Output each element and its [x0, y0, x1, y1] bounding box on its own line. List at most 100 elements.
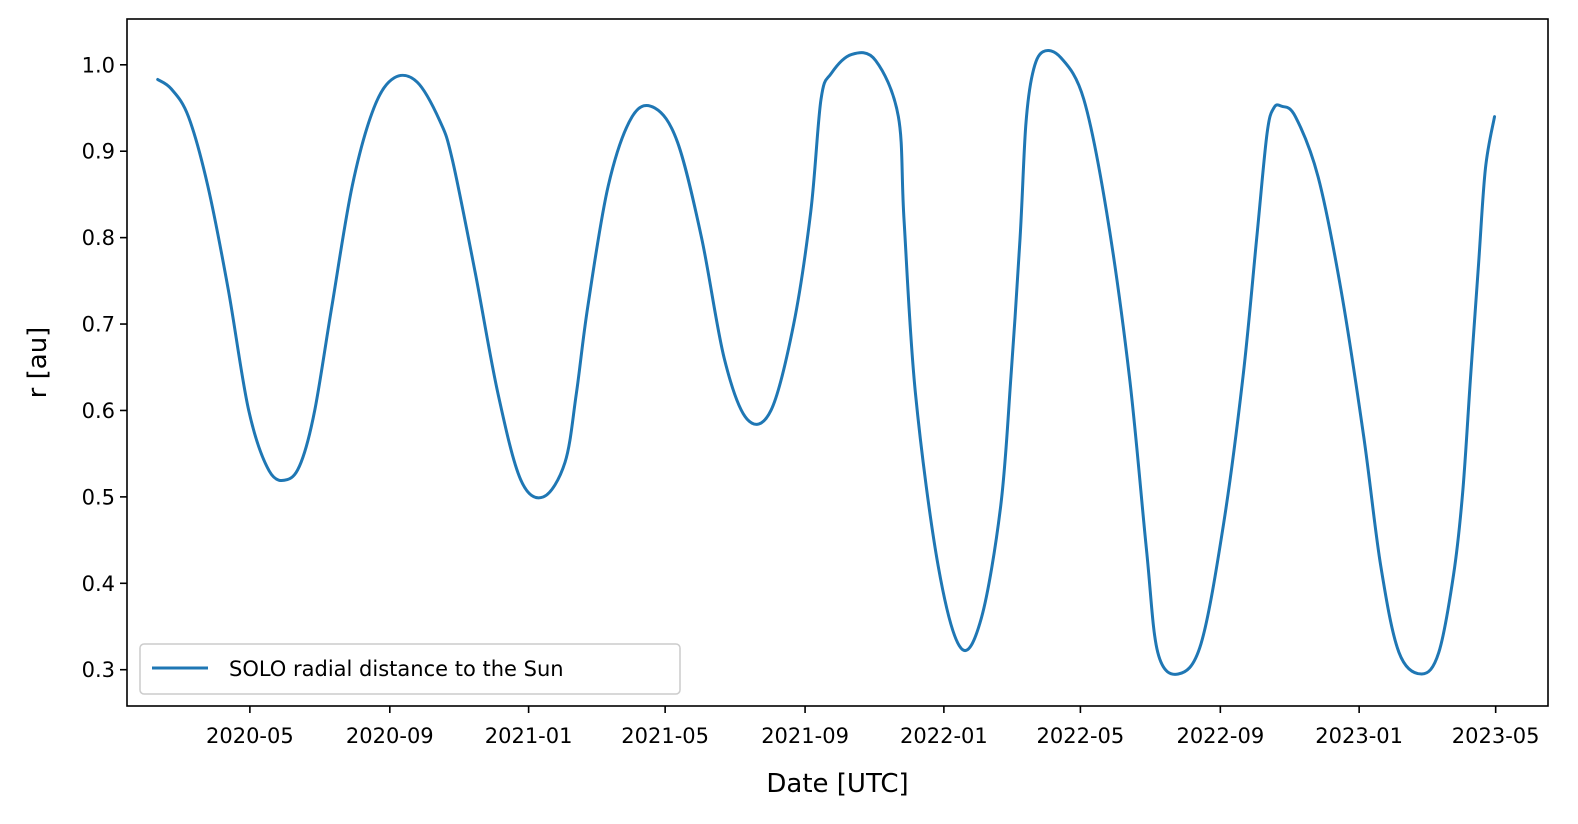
data-point — [980, 616, 983, 619]
x-tick-label: 2023-01 — [1315, 724, 1403, 748]
data-point — [1010, 374, 1013, 377]
data-point — [1199, 642, 1202, 645]
data-point — [451, 158, 454, 161]
plot-area — [126, 18, 1549, 707]
x-axis: 2020-05 2020-09 2021-01 2021-05 2021-09 2022-… — [206, 706, 1540, 748]
data-point — [700, 236, 703, 239]
data-point — [496, 392, 499, 395]
data-point — [937, 565, 940, 568]
x-tick-label: 2020-05 — [206, 724, 294, 748]
data-point — [1019, 236, 1022, 239]
data-point — [393, 76, 396, 79]
y-tick-label: 0.4 — [82, 572, 115, 596]
data-point — [1272, 107, 1275, 110]
y-axis: 0.3 0.4 0.5 0.6 0.7 0.8 0.9 1.0 — [82, 53, 127, 682]
data-point — [1222, 521, 1225, 524]
data-point — [206, 184, 209, 187]
data-point — [1041, 50, 1044, 53]
data-point — [1379, 565, 1382, 568]
data-point — [1294, 115, 1297, 118]
data-point — [1420, 673, 1423, 676]
data-point — [999, 504, 1002, 507]
y-tick-label: 0.6 — [82, 399, 115, 423]
y-tick-label: 0.3 — [82, 658, 115, 682]
data-point — [850, 53, 853, 56]
data-point — [227, 288, 230, 291]
data-point — [1469, 374, 1472, 377]
legend-box — [139, 643, 681, 695]
y-tick-label: 0.5 — [82, 485, 115, 509]
data-point — [1105, 210, 1108, 213]
data-point — [1397, 651, 1400, 654]
y-tick-label: 1.0 — [82, 53, 115, 77]
data-point — [830, 72, 833, 75]
legend-label: SOLO radial distance to the Sun — [229, 657, 564, 681]
data-point — [575, 392, 578, 395]
data-point — [607, 184, 610, 187]
data-point — [586, 305, 589, 308]
data-point — [187, 115, 190, 118]
data-point — [1156, 651, 1159, 654]
data-point — [903, 219, 906, 222]
data-point — [897, 115, 900, 118]
data-point — [914, 392, 917, 395]
data-point — [1452, 573, 1455, 576]
data-point — [156, 78, 159, 81]
data-point — [809, 210, 812, 213]
x-tick-label: 2022-01 — [900, 724, 988, 748]
data-point — [1255, 236, 1258, 239]
data-point — [1031, 72, 1034, 75]
x-tick-label: 2023-05 — [1452, 724, 1540, 748]
x-tick-label: 2021-09 — [761, 724, 849, 748]
data-point — [723, 357, 726, 360]
data-point — [1437, 651, 1440, 654]
data-point — [351, 184, 354, 187]
data-point — [1484, 167, 1487, 170]
data-point — [313, 409, 316, 412]
data-point — [676, 141, 679, 144]
data-point — [1060, 56, 1063, 59]
data-point — [474, 271, 477, 274]
data-point — [564, 461, 567, 464]
y-tick-label: 0.8 — [82, 226, 115, 250]
data-point — [542, 495, 545, 498]
data-point — [1128, 374, 1131, 377]
x-tick-label: 2021-01 — [485, 724, 573, 748]
data-point — [1082, 98, 1085, 101]
data-point — [1461, 491, 1464, 494]
data-point — [792, 323, 795, 326]
data-point — [874, 59, 877, 62]
data-point — [330, 305, 333, 308]
y-tick-label: 0.9 — [82, 140, 115, 164]
data-point — [286, 478, 289, 481]
data-point — [1024, 124, 1027, 127]
data-point — [247, 409, 250, 412]
data-point — [1339, 288, 1342, 291]
data-point — [268, 469, 271, 472]
legend: SOLO radial distance to the Sun — [139, 643, 681, 695]
data-point — [372, 107, 375, 110]
data-point — [1493, 115, 1496, 118]
series-line-solo-radial-distance — [156, 49, 1497, 676]
data-point — [820, 98, 823, 101]
data-point — [1242, 374, 1245, 377]
data-point — [1145, 547, 1148, 550]
data-point — [746, 418, 749, 421]
data-point — [631, 115, 634, 118]
x-tick-label: 2020-09 — [346, 724, 434, 748]
data-point — [769, 409, 772, 412]
x-tick-label: 2022-05 — [1037, 724, 1125, 748]
y-tick-label: 0.7 — [82, 313, 115, 337]
data-point — [416, 81, 419, 84]
data-point — [1177, 673, 1180, 676]
data-point — [1477, 262, 1480, 265]
data-point — [1362, 435, 1365, 438]
data-point — [1265, 132, 1268, 135]
data-point — [959, 647, 962, 650]
y-axis-label: r [au] — [23, 327, 53, 399]
data-point — [438, 119, 441, 122]
data-point — [653, 107, 656, 110]
x-tick-label: 2022-09 — [1176, 724, 1264, 748]
